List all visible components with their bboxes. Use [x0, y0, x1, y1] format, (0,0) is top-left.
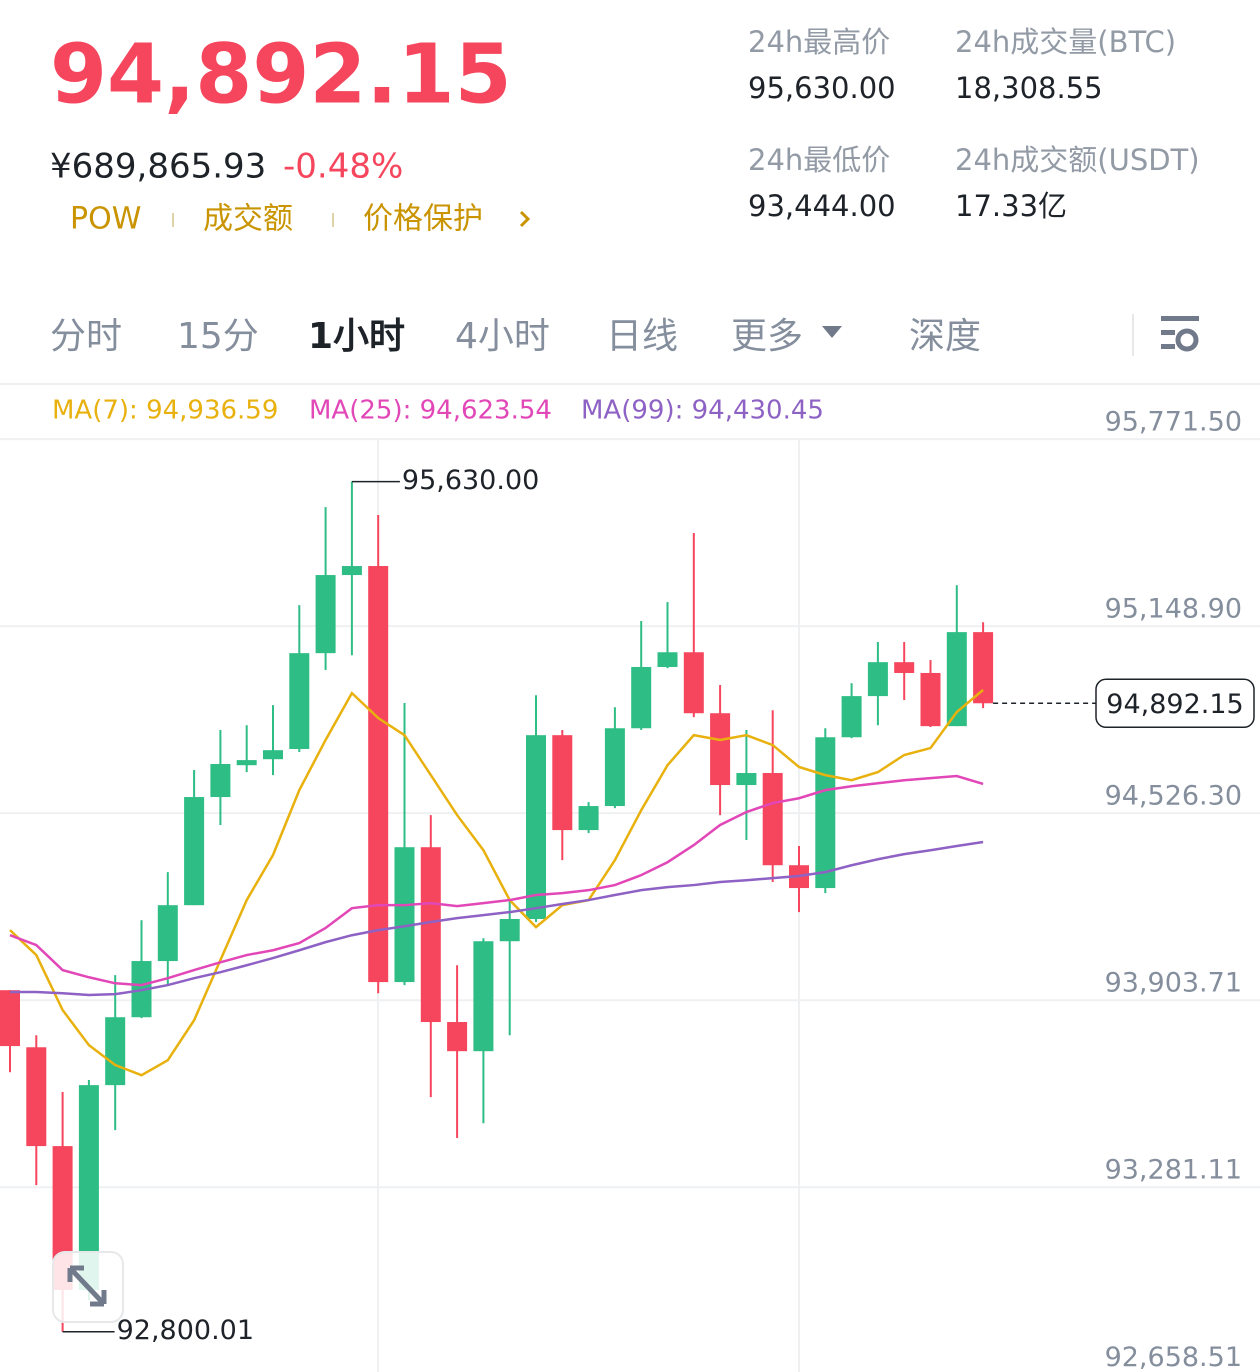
tag[interactable]: 成交额: [203, 202, 293, 237]
y-tick-label: 92,658.51: [1105, 1342, 1242, 1372]
candle-body: [578, 806, 599, 831]
candle-body: [26, 1047, 47, 1147]
stat-label: 24h最高价: [748, 25, 890, 59]
tabs: 分时 15分 1小时 4小时 日线 更多 深度: [50, 316, 981, 357]
legend-entry: MA(99): 94,430.45: [581, 396, 824, 426]
candle-body: [368, 566, 389, 983]
candle-body: [946, 632, 967, 727]
chevron[interactable]: [519, 210, 531, 228]
candle-body: [289, 653, 310, 749]
legend-entry: MA(7): 94,936.59: [52, 396, 278, 426]
candle-body: [710, 713, 731, 786]
candle-body: [394, 847, 415, 983]
y-tick-label: 93,903.71: [1105, 968, 1242, 999]
last-price-box: [1095, 678, 1255, 729]
dropdown-arrow[interactable]: [822, 326, 842, 338]
low-marker-label: 92,800.01: [117, 1315, 254, 1346]
high-marker-label: 95,630.00: [402, 465, 539, 496]
candle-body: [184, 797, 205, 906]
candle-body: [526, 735, 546, 920]
tab[interactable]: 15分: [177, 316, 259, 357]
candle-body: [447, 1022, 468, 1052]
candle-body: [762, 773, 783, 866]
candle-body: [604, 728, 625, 807]
tag[interactable]: POW: [70, 202, 141, 237]
expand-button[interactable]: [52, 1251, 124, 1323]
candle-body: [499, 919, 520, 942]
tab[interactable]: 更多: [731, 316, 803, 357]
candle-body: [315, 575, 336, 654]
tab[interactable]: 深度: [909, 316, 981, 357]
tab[interactable]: 分时: [50, 316, 122, 357]
settings-icon[interactable]: [1161, 316, 1199, 352]
candle-body: [552, 735, 573, 831]
tab[interactable]: 日线: [606, 316, 678, 357]
ma-line: [10, 840, 984, 997]
candle-body: [341, 566, 362, 576]
candle-body: [631, 666, 652, 729]
candle-body: [657, 652, 678, 667]
legend-entry: MA(25): 94,623.54: [309, 396, 552, 426]
stat-label: 24h成交额(USDT): [955, 143, 1200, 177]
stat-label: 24h最低价: [748, 143, 890, 177]
candle-body: [841, 696, 862, 738]
candle-body: [867, 662, 888, 697]
tab[interactable]: 1小时: [308, 316, 405, 357]
tab[interactable]: 4小时: [455, 316, 550, 357]
candle-body: [420, 847, 441, 1023]
candle-body: [78, 1085, 99, 1290]
candle-body: [105, 1017, 126, 1086]
chart: 95,771.50 95,148.90 94,526.30 93,903.71 93,2…: [0, 396, 1260, 1372]
cny-price: ¥689,865.93: [50, 147, 266, 187]
candle-body: [157, 905, 178, 962]
y-tick-label: 94,526.30: [1105, 781, 1242, 812]
stats: 24h最高价 95,630.00 24h成交量(BTC) 18,308.55 24h最低…: [748, 25, 1200, 223]
stat-value: 95,630.00: [748, 71, 896, 105]
ma-line: [9, 688, 984, 1077]
tag[interactable]: 价格保护: [363, 202, 483, 237]
ma-line: [9, 774, 984, 987]
stat-label: 24h成交量(BTC): [955, 25, 1176, 59]
last-price-label: 94,892.15: [1106, 689, 1243, 720]
y-tick-label: 93,281.11: [1105, 1155, 1242, 1186]
tags: POW 成交额 价格保护: [70, 202, 483, 237]
candle-body: [263, 750, 283, 760]
y-tick-label: 95,771.50: [1105, 407, 1242, 438]
candle-body: [210, 764, 231, 798]
change-percent: -0.48%: [283, 147, 403, 187]
y-tick-label: 95,148.90: [1105, 594, 1242, 625]
candle-body: [973, 632, 994, 704]
stat-value: 93,444.00: [748, 189, 896, 223]
candle-body: [736, 773, 757, 786]
candle-body: [0, 990, 20, 1047]
candle-body: [473, 941, 494, 1052]
candle-body: [815, 737, 836, 889]
candle-body: [894, 662, 915, 673]
candle-body: [236, 760, 257, 766]
candle-body: [920, 672, 941, 727]
stat-value: 17.33亿: [955, 189, 1067, 223]
candle-body: [683, 652, 704, 714]
stat-value: 18,308.55: [955, 71, 1103, 105]
last-price: 94,892.15: [50, 27, 512, 122]
